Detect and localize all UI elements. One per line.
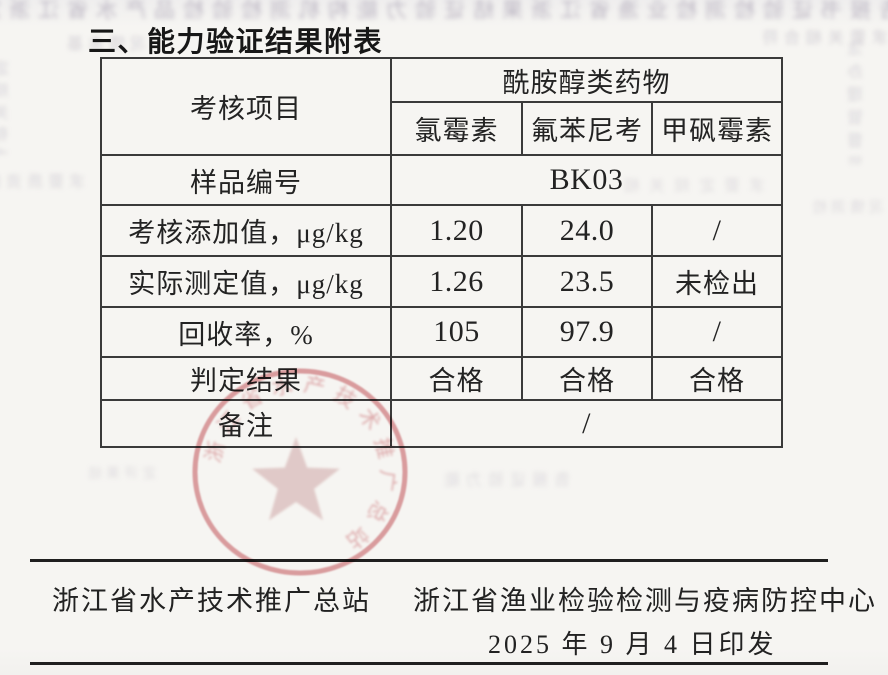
- table-row-group-header: 考核项目 酰胺醇类药物: [100, 57, 784, 156]
- cell-value: 1.26: [390, 255, 523, 308]
- cell-value: 105: [390, 306, 523, 358]
- cell-value: 合格: [650, 356, 784, 401]
- results-table: 考核项目 酰胺醇类药物 氯霉素 氟苯尼考 甲砜霉素 样品编号 BK03 考核添加…: [100, 57, 784, 448]
- bleed-through-text: 求要关相合符: [755, 30, 888, 47]
- remarks-value: /: [389, 399, 784, 448]
- row-label: 回收率，%: [100, 306, 392, 358]
- cell-value: 24.0: [521, 204, 653, 257]
- footer-top-rule: [30, 559, 828, 562]
- column-header: 氟苯尼考: [521, 101, 653, 156]
- cell-value: 未检出: [650, 255, 784, 308]
- table-row-recovery: 回收率，% 105 97.9 /: [100, 306, 784, 358]
- seal-star-icon: [252, 437, 340, 521]
- print-date: 2025 年 9 月 4 日印发: [488, 630, 777, 659]
- row-label: 考核添加值，μg/kg: [100, 204, 392, 257]
- row-label: 实际测定值，μg/kg: [100, 255, 392, 308]
- org-name-left: 浙江省水产技术推广总站: [52, 586, 371, 616]
- cell-value: 合格: [521, 356, 653, 401]
- cell-value: 1.20: [390, 204, 523, 257]
- table-row-measured-value: 实际测定值，μg/kg 1.26 23.5 未检出: [100, 255, 784, 308]
- table-row-judgement: 判定结果 合格 合格 合格: [100, 356, 784, 401]
- bleed-through-text: 定评果结: [84, 465, 156, 481]
- sample-id-value: BK03: [389, 154, 784, 206]
- cell-value: 合格: [390, 356, 523, 401]
- footer-organizations: 浙江省水产技术推广总站 浙江省渔业检验检测与疫病防控中心: [52, 579, 877, 618]
- row-label: 判定结果: [100, 356, 392, 401]
- bleed-through-text: 告报证验力能: [437, 472, 570, 489]
- bleed-through-text: 法办理管督监: [849, 40, 866, 165]
- column-header: 甲砜霉素: [650, 101, 784, 156]
- corner-label: 考核项目: [100, 57, 392, 156]
- bleed-through-text: 求要质资的: [0, 174, 85, 191]
- row-label: 样品编号: [100, 154, 392, 206]
- table-row-remarks: 备注 /: [100, 399, 784, 448]
- table-row-sample-id: 样品编号 BK03: [100, 154, 784, 206]
- org-name-right: 浙江省渔业检验检测与疫病防控中心: [413, 586, 877, 616]
- drug-class-header: 酰胺醇类药物: [389, 57, 784, 103]
- table-row-columns: 氯霉素 氟苯尼考 甲砜霉素: [101, 101, 784, 156]
- column-header: 氯霉素: [390, 101, 523, 156]
- table-row-spiked-value: 考核添加值，μg/kg 1.20 24.0 /: [100, 204, 784, 257]
- cell-value: 23.5: [521, 255, 653, 308]
- row-label: 备注: [100, 399, 392, 448]
- cell-value: 97.9: [521, 306, 653, 358]
- cell-value: /: [650, 204, 784, 257]
- footer-bottom-rule: [30, 662, 828, 665]
- cell-value: /: [650, 306, 784, 358]
- section-title: 三、能力验证结果附表: [88, 26, 384, 57]
- bleed-through-text: 况情测检: [807, 199, 884, 216]
